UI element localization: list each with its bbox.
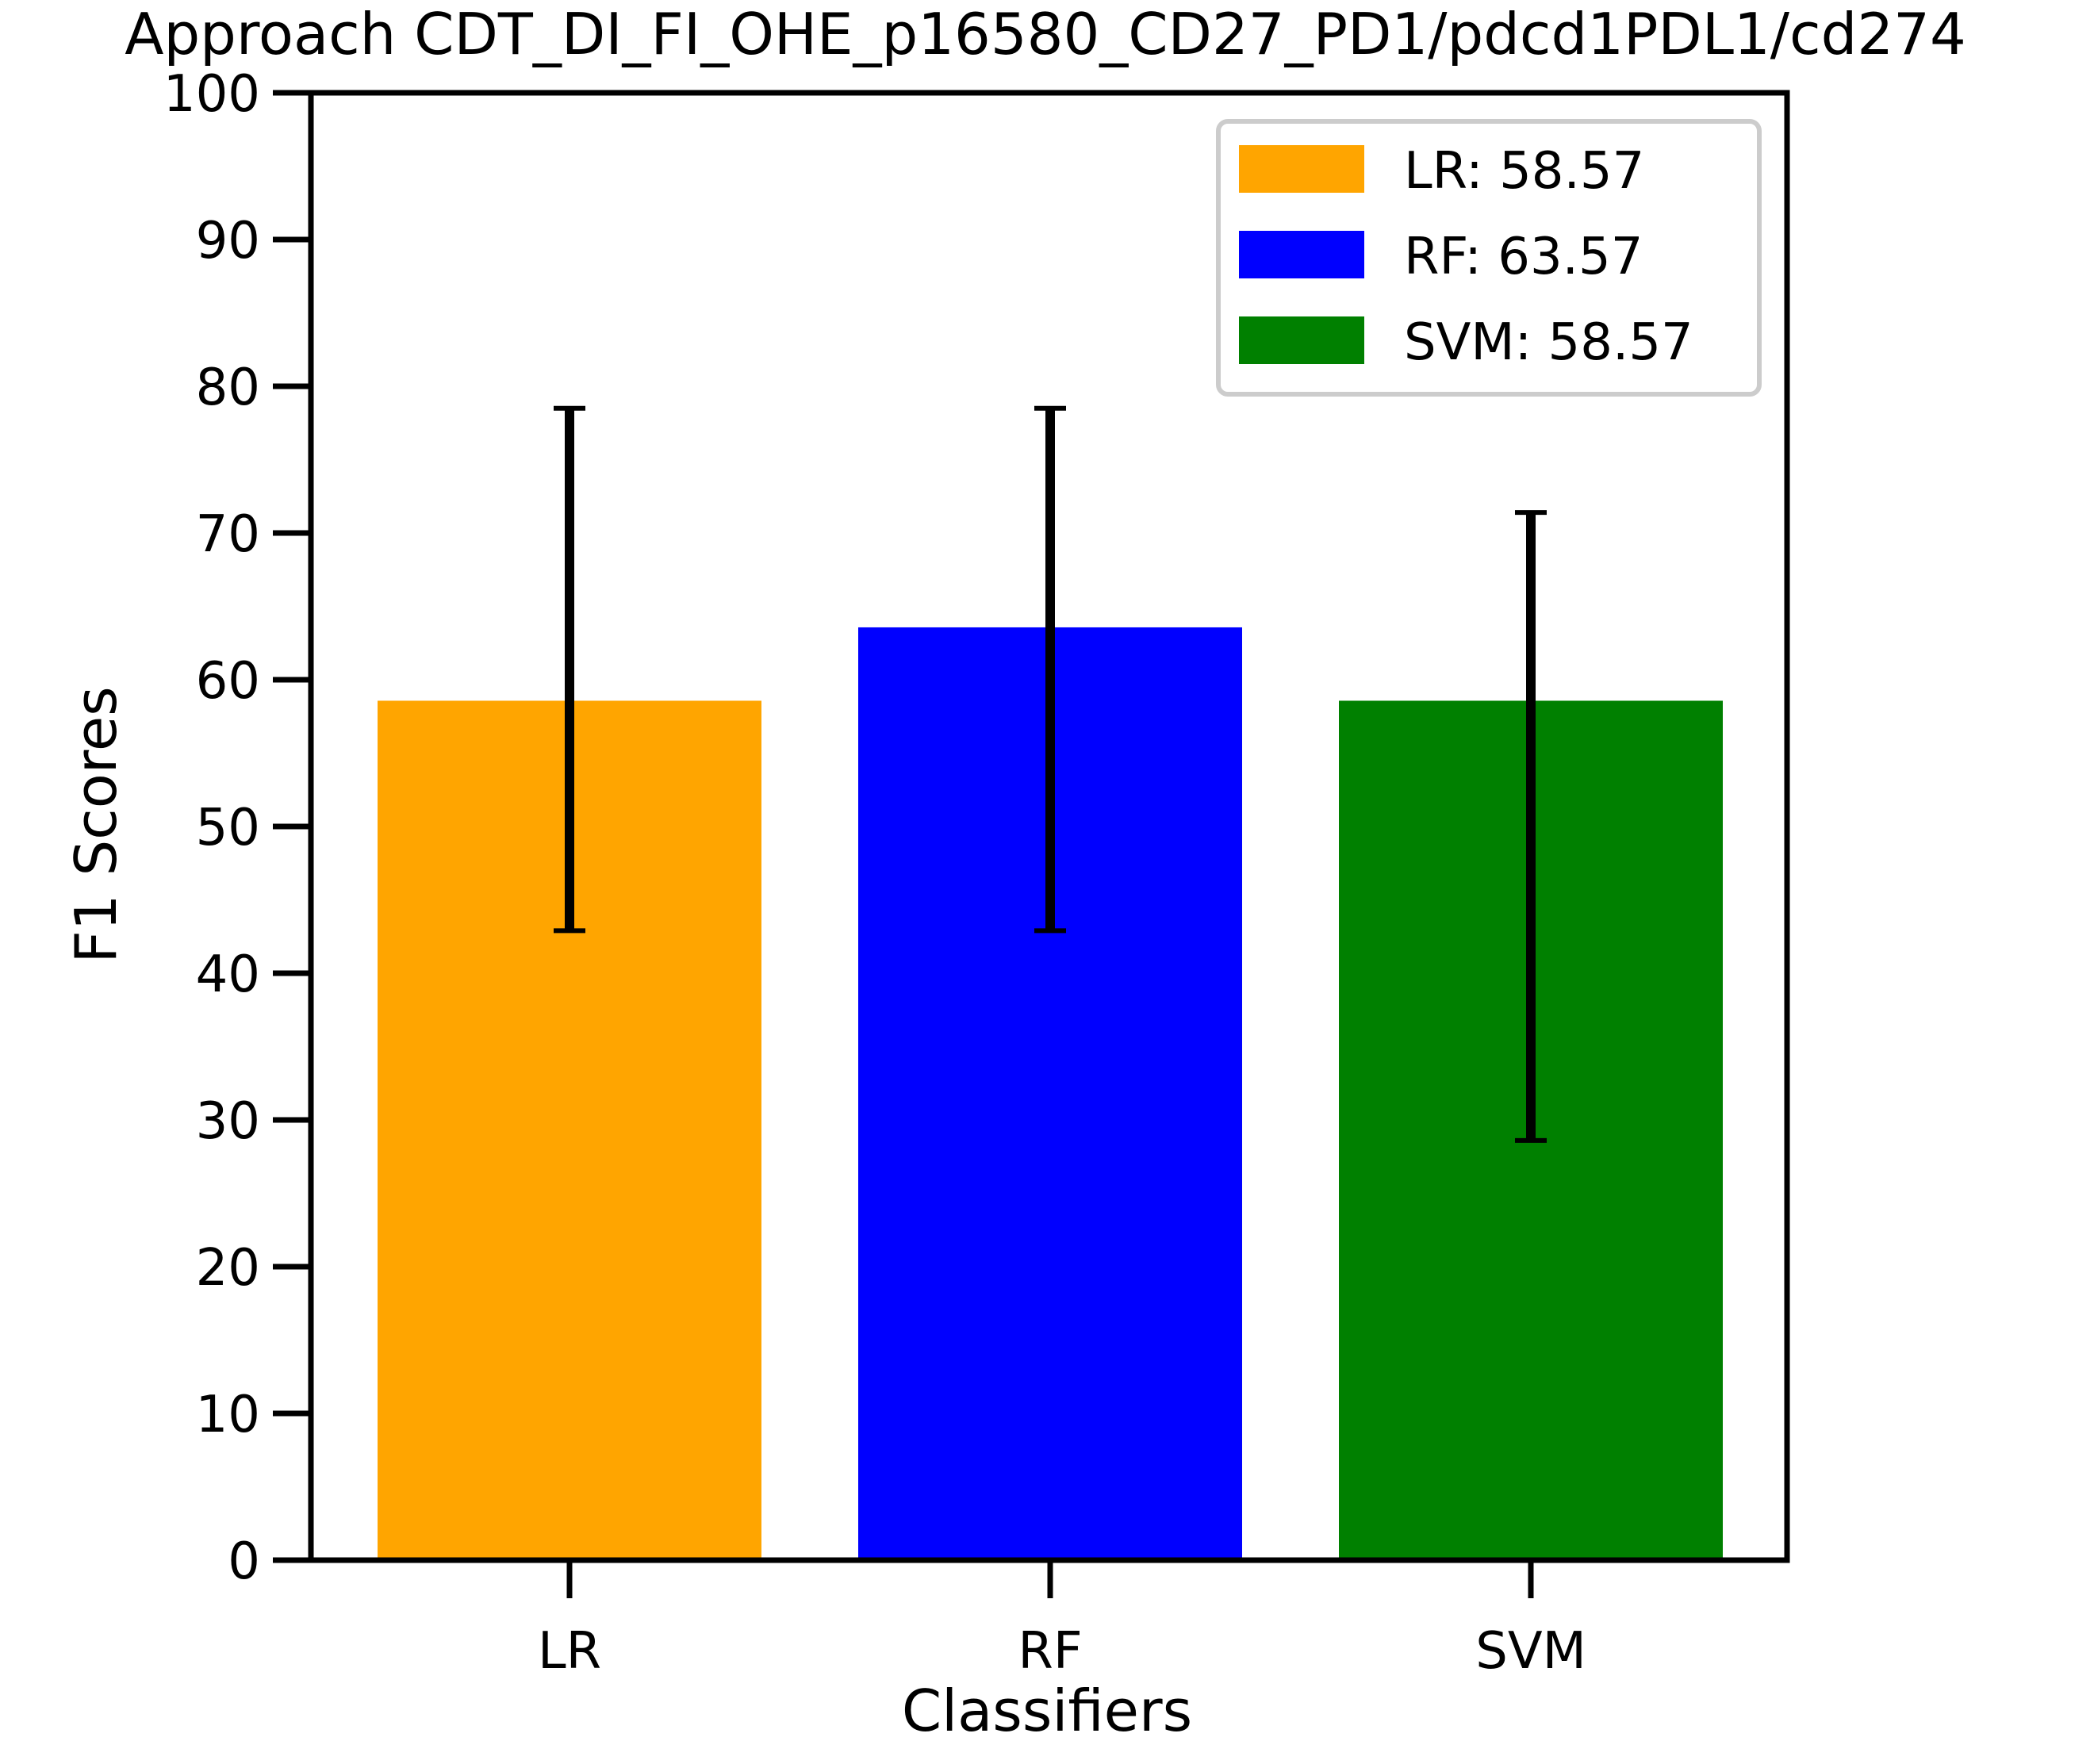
y-tick-label-40: 40 (196, 945, 260, 1004)
y-tick-label-0: 0 (228, 1532, 260, 1591)
y-tick-label-80: 80 (196, 359, 260, 417)
y-tick-label-10: 10 (196, 1386, 260, 1444)
y-tick-label-60: 60 (196, 652, 260, 711)
y-axis: 0 10 20 30 40 50 60 70 80 90 100 (163, 65, 311, 1591)
legend-label-svm: SVM: 58.57 (1404, 313, 1693, 372)
x-tick-label-svm: SVM (1475, 1622, 1586, 1681)
x-axis-label: Classifiers (902, 1678, 1192, 1744)
x-axis: LR RF SVM (538, 1560, 1586, 1681)
y-tick-label-20: 20 (196, 1239, 260, 1298)
legend-label-rf: RF: 63.57 (1404, 228, 1643, 286)
y-axis-label: F1 Scores (63, 686, 129, 963)
chart-title: Approach CDT_DI_FI_OHE_p16580_CD27_PD1/p… (125, 1, 1966, 67)
x-tick-label-lr: LR (538, 1622, 601, 1681)
plot-frame (308, 90, 1790, 1563)
x-tick-label-rf: RF (1018, 1622, 1082, 1681)
y-tick-label-70: 70 (196, 505, 260, 564)
legend: LR: 58.57 RF: 63.57 SVM: 58.57 (1216, 119, 1762, 397)
y-tick-label-100: 100 (163, 65, 260, 124)
y-tick-label-90: 90 (196, 212, 260, 270)
legend-label-lr: LR: 58.57 (1404, 142, 1644, 201)
y-tick-label-50: 50 (196, 799, 260, 857)
legend-swatch-lr (1239, 145, 1364, 193)
y-tick-label-30: 30 (196, 1092, 260, 1151)
legend-swatch-rf (1239, 231, 1364, 278)
error-bars-layer (554, 405, 1547, 1143)
legend-swatch-svm (1239, 316, 1364, 364)
